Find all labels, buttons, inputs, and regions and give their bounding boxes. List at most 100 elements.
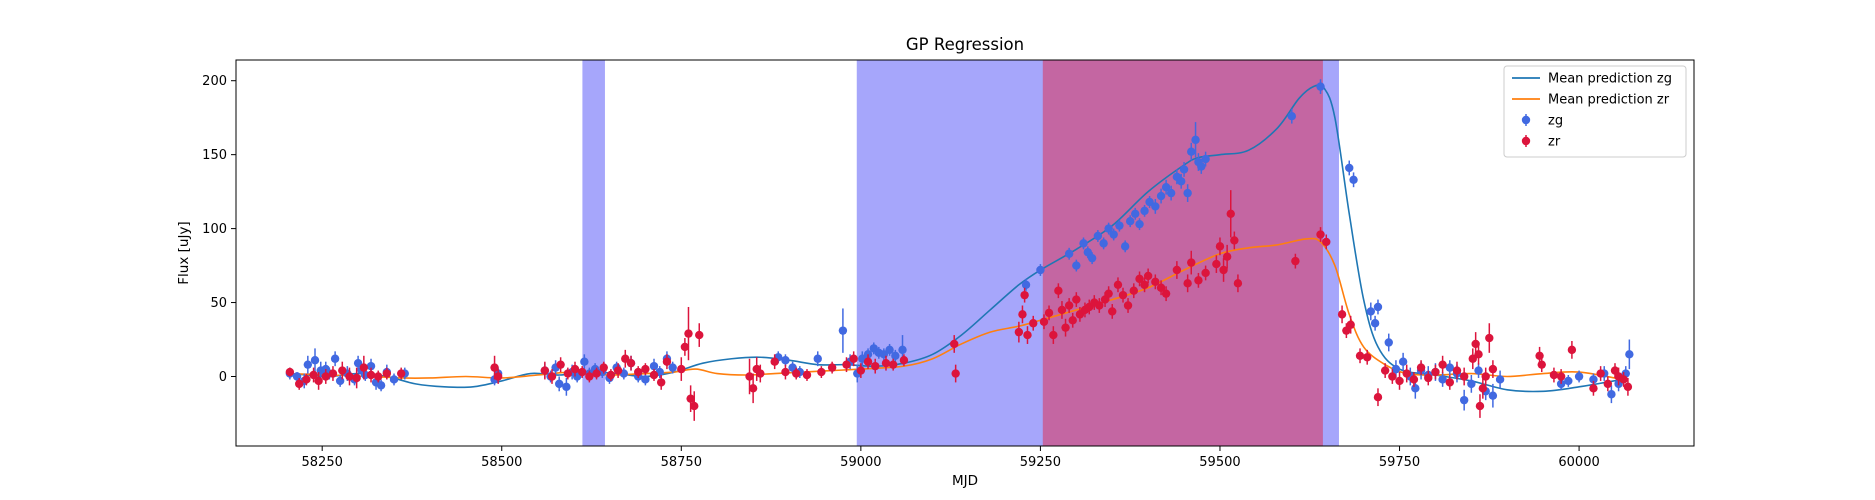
zr-data-point bbox=[1402, 369, 1411, 378]
zr-data-point bbox=[899, 356, 909, 365]
zg-data-point bbox=[1574, 372, 1584, 381]
zr-data-point bbox=[871, 361, 880, 371]
zg-data-point bbox=[1021, 280, 1031, 289]
zr-data-point bbox=[649, 370, 659, 380]
zg-data-point bbox=[376, 381, 386, 390]
x-tick-label: 59000 bbox=[840, 455, 881, 470]
zg-data-point bbox=[1183, 188, 1192, 198]
zr-data-point bbox=[641, 364, 650, 374]
zg-data-point bbox=[1083, 248, 1093, 257]
y-tick-label: 100 bbox=[202, 222, 227, 237]
zr-data-point bbox=[1044, 308, 1054, 318]
zr-data-point bbox=[374, 372, 383, 381]
zg-data-point bbox=[813, 354, 822, 363]
zg-data-point bbox=[1072, 261, 1081, 270]
zg-data-point bbox=[1370, 319, 1380, 328]
zg-data-point bbox=[1345, 163, 1354, 173]
zg-data-point bbox=[1120, 242, 1130, 251]
zr-data-point bbox=[1589, 384, 1598, 393]
chart-title: GP Regression bbox=[906, 35, 1024, 54]
zg-data-point bbox=[1115, 221, 1124, 230]
zr-data-point bbox=[1388, 372, 1397, 381]
zr-series bbox=[285, 190, 1633, 421]
zr-data-point bbox=[1395, 376, 1404, 386]
zr-data-point bbox=[1363, 353, 1372, 362]
zr-data-point bbox=[1481, 372, 1490, 381]
x-axis-title: MJD bbox=[952, 473, 978, 489]
zr-data-point bbox=[359, 363, 369, 372]
zg-data-point bbox=[580, 357, 589, 366]
zg-data-point bbox=[1349, 175, 1358, 184]
zr-data-point bbox=[1355, 351, 1365, 360]
zg-data-point bbox=[1495, 375, 1505, 384]
zr-data-point bbox=[302, 375, 311, 384]
zr-data-point bbox=[1049, 330, 1058, 340]
zr-data-point bbox=[817, 367, 826, 377]
zr-data-point bbox=[1172, 265, 1182, 275]
zg-data-point bbox=[1151, 202, 1160, 211]
zr-data-point bbox=[585, 372, 594, 381]
zr-data-point bbox=[863, 357, 873, 366]
zr-data-point bbox=[321, 372, 330, 381]
zr-data-point bbox=[1039, 317, 1049, 326]
legend-marker-zr bbox=[1521, 136, 1531, 146]
zr-data-point bbox=[295, 379, 304, 389]
zg-data-point bbox=[1459, 395, 1469, 405]
zg-data-point bbox=[1488, 391, 1498, 400]
zg-data-point bbox=[1166, 188, 1176, 198]
zr-data-point bbox=[1233, 279, 1243, 288]
zr-data-point bbox=[662, 357, 672, 366]
zr-data-point bbox=[1337, 310, 1347, 319]
zg-data-point bbox=[555, 379, 564, 389]
zr-data-point bbox=[1373, 392, 1383, 402]
zr-data-point bbox=[366, 370, 376, 380]
zg-data-point bbox=[562, 382, 571, 392]
zr-data-point bbox=[686, 394, 695, 403]
zg-data-point bbox=[1201, 154, 1210, 164]
zr-data-point bbox=[1023, 330, 1032, 340]
zg-data-point bbox=[1145, 197, 1154, 207]
legend-marker-zg bbox=[1521, 115, 1531, 125]
zr-data-point bbox=[540, 366, 550, 375]
zg-data-point bbox=[1607, 390, 1616, 399]
zr-data-point bbox=[1459, 372, 1469, 381]
zr-data-point bbox=[680, 342, 690, 352]
zr-data-point bbox=[951, 369, 960, 378]
zr-data-point bbox=[1123, 301, 1133, 310]
zr-data-point bbox=[613, 366, 623, 375]
zr-data-point bbox=[950, 339, 959, 349]
legend-label-mean-prediction-zg: Mean prediction zg bbox=[1548, 72, 1672, 87]
zg-data-point bbox=[668, 363, 677, 372]
y-tick-label: 50 bbox=[210, 296, 227, 311]
zg-data-point bbox=[389, 375, 399, 384]
y-tick-label: 200 bbox=[202, 74, 227, 89]
zr-data-point bbox=[1424, 373, 1433, 383]
zg-data-point bbox=[1099, 239, 1108, 248]
zr-data-point bbox=[1226, 209, 1235, 219]
zr-data-point bbox=[1104, 289, 1113, 298]
zr-data-point bbox=[314, 376, 323, 386]
zg-data-point bbox=[891, 351, 900, 360]
zr-data-point bbox=[1029, 319, 1038, 328]
zr-data-point bbox=[756, 369, 765, 378]
zr-data-point bbox=[1129, 286, 1138, 295]
zr-data-point bbox=[1452, 366, 1462, 375]
zg-data-point bbox=[1187, 147, 1196, 156]
zr-data-point bbox=[856, 366, 866, 375]
y-axis-title: Flux [uJy] bbox=[176, 221, 192, 284]
legend-label-zr: zr bbox=[1548, 135, 1561, 150]
zr-data-point bbox=[792, 369, 801, 378]
zr-data-point bbox=[781, 367, 790, 377]
legend-label-zg: zg bbox=[1548, 114, 1563, 129]
zg-data-point bbox=[1564, 376, 1573, 386]
zr-data-point bbox=[802, 370, 812, 380]
x-tick-label: 59500 bbox=[1199, 455, 1240, 470]
zr-data-point bbox=[827, 363, 837, 372]
zr-data-point bbox=[1488, 364, 1498, 374]
zg-data-point bbox=[1087, 253, 1097, 263]
zr-data-point bbox=[328, 369, 338, 378]
zr-data-point bbox=[563, 369, 573, 378]
zr-data-point bbox=[888, 360, 898, 369]
zr-data-point bbox=[1061, 323, 1070, 332]
